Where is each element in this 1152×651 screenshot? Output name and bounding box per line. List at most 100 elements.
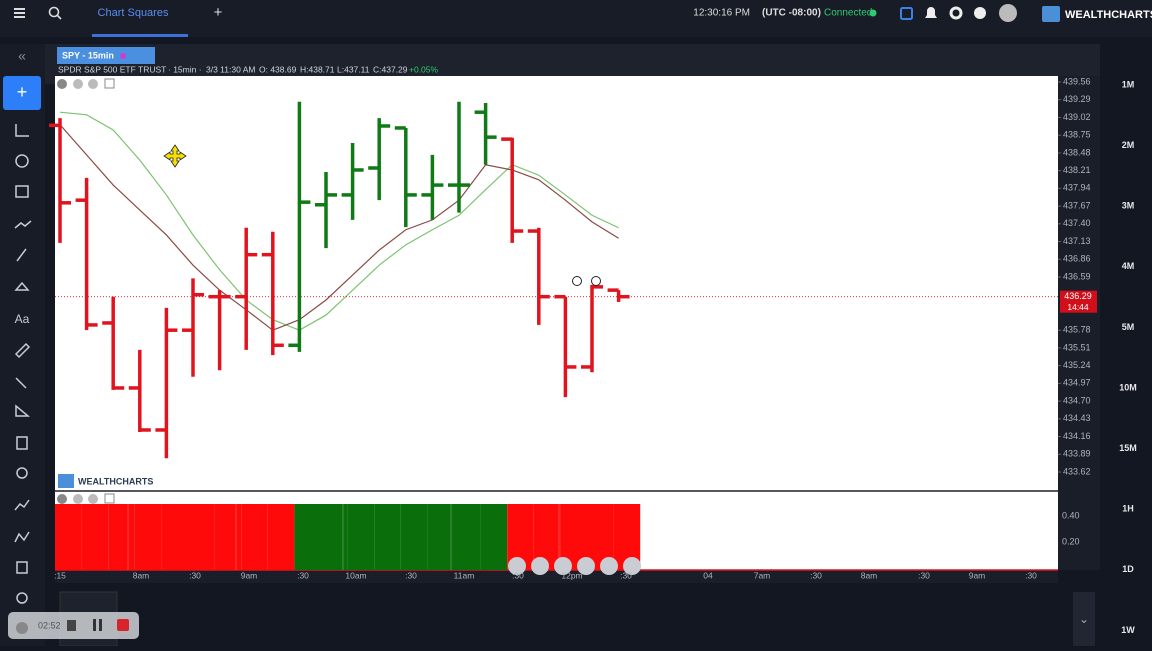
price-tick-label: 437.13 <box>1063 236 1091 246</box>
menu-icon[interactable] <box>14 8 25 18</box>
time-tick-label: :30 <box>918 570 930 580</box>
price-tick-label: 439.29 <box>1063 94 1091 104</box>
price-tick-label: 438.21 <box>1063 165 1091 175</box>
symbol-tab[interactable] <box>57 47 155 64</box>
brand-logo <box>1042 6 1060 22</box>
timeframe[interactable]: 10M <box>1119 382 1137 392</box>
countdown: 14:44 <box>1067 302 1089 312</box>
handle[interactable] <box>591 276 601 286</box>
cursor <box>163 144 187 168</box>
time-tick-label: 04 <box>703 570 713 580</box>
indicator-block <box>134 504 162 570</box>
recorder-pause[interactable] <box>93 619 102 631</box>
indicator-block <box>55 504 82 570</box>
crosshair-tool[interactable] <box>3 76 41 110</box>
current-price-box <box>1060 290 1097 313</box>
info-close: C:437.29 <box>373 64 408 74</box>
clock: 12:30:16 PM <box>693 8 750 19</box>
tab-underline <box>92 34 188 37</box>
price-tick-label: 439.56 <box>1063 76 1091 86</box>
indicator-block <box>214 504 242 570</box>
timeframe[interactable]: 4M <box>1122 261 1135 271</box>
time-tick-label: :30 <box>512 570 524 580</box>
timeframe-column <box>1100 44 1152 646</box>
text-tool[interactable]: Aa <box>15 312 30 326</box>
save-icon[interactable] <box>900 7 913 20</box>
timeframe[interactable]: 1M <box>1122 79 1135 89</box>
add-tab[interactable]: + <box>214 4 223 21</box>
price-tick-label: 438.75 <box>1063 130 1091 140</box>
indicator-block <box>427 504 454 570</box>
timezone: (UTC -08:00) <box>762 8 821 19</box>
indicator-block <box>81 504 109 570</box>
time-tick-label: 9am <box>241 570 258 580</box>
price-tick-label: 435.24 <box>1063 360 1091 370</box>
recorder-delete[interactable] <box>67 620 76 631</box>
timeframe[interactable]: 15M <box>1119 443 1137 453</box>
time-tick-label: 8am <box>133 570 150 580</box>
price-pane <box>55 76 1058 490</box>
timeframe[interactable]: 1H <box>1122 504 1134 514</box>
time-tick-label: 10am <box>345 570 366 580</box>
avatar[interactable] <box>999 4 1017 22</box>
indicator-block <box>321 504 348 570</box>
info-datetime: 3/3 11:30 AM <box>206 64 255 74</box>
nav-buttons[interactable] <box>508 557 641 575</box>
settings-icon[interactable] <box>949 6 963 20</box>
bell-icon[interactable] <box>925 7 937 18</box>
symbol-dot <box>120 53 126 59</box>
crosshair-plus: + <box>17 82 28 102</box>
scroll-down-arrow: ⌄ <box>1079 612 1089 626</box>
price-tick-label: 438.48 <box>1063 147 1091 157</box>
tool-icons[interactable] <box>14 124 32 604</box>
time-tick-label: 11am <box>454 570 475 580</box>
moving-average <box>59 124 619 331</box>
time-tick-label: :30 <box>810 570 822 580</box>
info-interval: · 15min · <box>168 64 202 74</box>
scroll-down[interactable] <box>1073 592 1095 646</box>
indicator-block <box>241 504 268 570</box>
handle[interactable] <box>572 276 582 286</box>
top-bar <box>0 0 1152 37</box>
price-tick-label: 435.51 <box>1063 342 1091 352</box>
pane-controls[interactable] <box>57 78 115 504</box>
left-toolbar <box>0 44 45 646</box>
timeframe[interactable]: 1D <box>1122 564 1134 574</box>
collapse-left[interactable]: « <box>18 48 26 64</box>
indicator-block <box>480 504 508 570</box>
time-tick-label: :15 <box>54 570 66 580</box>
time-tick-label: :30 <box>189 570 201 580</box>
indicator-block <box>347 504 375 570</box>
brand: WEALTHCHARTS <box>1065 9 1152 21</box>
time-tick-label: 7am <box>754 570 771 580</box>
help-icon[interactable] <box>974 7 986 19</box>
info-line: SPDR S&P 500 ETF TRUST · 15min · 3/3 11:… <box>58 64 439 74</box>
timeframe[interactable]: 1W <box>1121 625 1135 635</box>
recorder-time: 02:52 <box>38 620 61 630</box>
status: Connected <box>824 8 872 19</box>
timeframe[interactable]: 5M <box>1122 322 1135 332</box>
price-tick-label: 436.59 <box>1063 271 1091 281</box>
recorder-stop[interactable] <box>117 619 129 631</box>
indicator-tick-label: 0.40 <box>1062 510 1080 520</box>
watermark: WEALTHCHARTS <box>78 476 153 486</box>
timeframe[interactable]: 3M <box>1122 201 1135 211</box>
price-tick-label: 435.78 <box>1063 325 1091 335</box>
indicator-block <box>294 504 321 570</box>
search-icon[interactable] <box>48 6 62 20</box>
recorder-logo <box>16 622 28 634</box>
indicator-block <box>108 504 135 570</box>
timeframe[interactable]: 2M <box>1122 140 1135 150</box>
price-tick-label: 433.89 <box>1063 449 1091 459</box>
price-tick-label: 434.97 <box>1063 378 1091 388</box>
price-axis <box>1058 76 1100 570</box>
price-tick-label: 433.62 <box>1063 466 1091 476</box>
price-tick-label: 436.86 <box>1063 254 1091 264</box>
tab[interactable]: Chart Squares <box>98 7 169 19</box>
price-tick-label: 434.43 <box>1063 413 1091 423</box>
indicator-block <box>454 504 481 570</box>
current-price-label: 436.29 <box>1064 291 1092 301</box>
indicator-block <box>374 504 401 570</box>
